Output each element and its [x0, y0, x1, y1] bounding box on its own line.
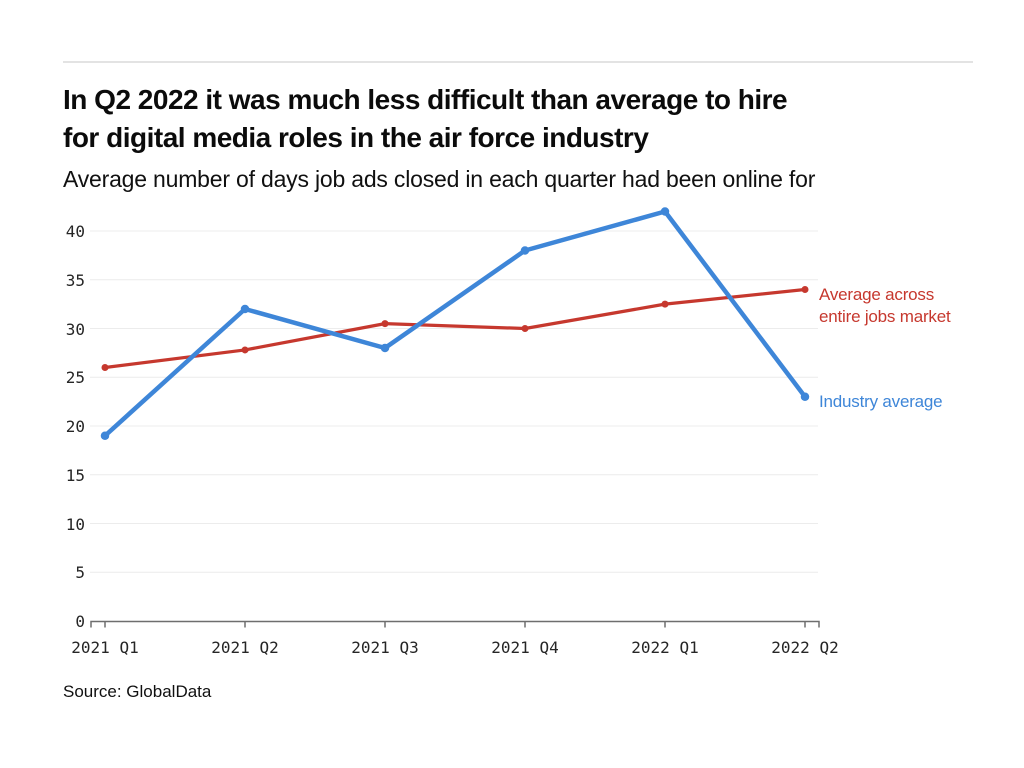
- data-point-marker: [100, 431, 110, 440]
- data-point-marker: [800, 392, 810, 401]
- legend-line: Industry average: [819, 391, 943, 411]
- x-axis-tick-label: 2022 Q1: [631, 638, 699, 657]
- x-axis-tick-label: 2021 Q4: [491, 638, 559, 657]
- page-title: In Q2 2022 it was much less difficult th…: [63, 84, 788, 153]
- data-point-marker: [381, 320, 389, 328]
- x-axis-line: [90, 620, 820, 628]
- y-axis-tick-label: 10: [65, 514, 85, 534]
- legend-label-industry-average: Industry average: [819, 391, 1019, 413]
- x-axis-tick-label: 2021 Q1: [71, 638, 139, 657]
- source-note: Source: GlobalData: [63, 682, 212, 701]
- data-point-marker: [241, 346, 249, 354]
- y-axis-tick-label: 15: [65, 465, 85, 485]
- data-point-marker: [380, 343, 390, 353]
- x-axis-tick-label: 2022 Q2: [771, 638, 839, 657]
- y-axis-tick-label: 30: [65, 319, 85, 339]
- legend-line: Average across: [819, 284, 935, 304]
- top-divider: [63, 61, 973, 63]
- series-line-jobs-market-average: [103, 287, 807, 370]
- data-point-marker: [801, 286, 809, 293]
- y-axis-tick-label: 20: [65, 417, 85, 436]
- data-point-marker: [240, 304, 250, 314]
- y-axis-tick-label: 25: [65, 368, 85, 388]
- page-subtitle: Average number of days job ads closed in…: [63, 166, 816, 192]
- y-axis-tick-label: 40: [65, 222, 85, 241]
- series-line-industry-average: [102, 209, 808, 438]
- data-point-marker: [101, 364, 109, 371]
- x-axis-tick-label: 2021 Q2: [211, 638, 279, 657]
- data-point-marker: [661, 300, 669, 308]
- data-point-marker: [521, 325, 529, 332]
- y-axis-tick-label: 35: [65, 270, 85, 290]
- data-point-marker: [520, 246, 530, 255]
- y-axis-tick-label: 5: [75, 563, 85, 583]
- data-point-marker: [660, 207, 670, 216]
- legend-line: entire jobs market: [819, 306, 951, 326]
- x-axis-tick-label: 2021 Q3: [351, 638, 419, 657]
- y-axis-tick-label: 0: [75, 612, 85, 631]
- legend-label-jobs-market-average: Average across entire jobs market: [819, 284, 1019, 328]
